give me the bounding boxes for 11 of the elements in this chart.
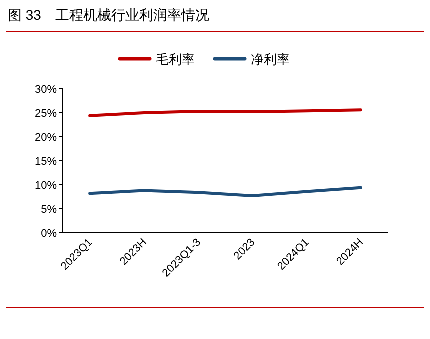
y-tick-label: 25% [34, 108, 58, 120]
legend-label: 毛利率 [156, 52, 195, 67]
line-series [88, 186, 362, 198]
legend-label: 净利率 [251, 52, 290, 67]
y-tick-label: 15% [34, 156, 58, 168]
chart-title: 图 33 工程机械行业利润率情况 [8, 7, 210, 23]
y-tick-label: 20% [34, 132, 58, 144]
y-tick-label: 10% [34, 180, 58, 192]
y-tick-label: 5% [41, 204, 58, 216]
y-tick-label: 0% [41, 228, 58, 240]
y-tick-label: 30% [34, 84, 58, 96]
